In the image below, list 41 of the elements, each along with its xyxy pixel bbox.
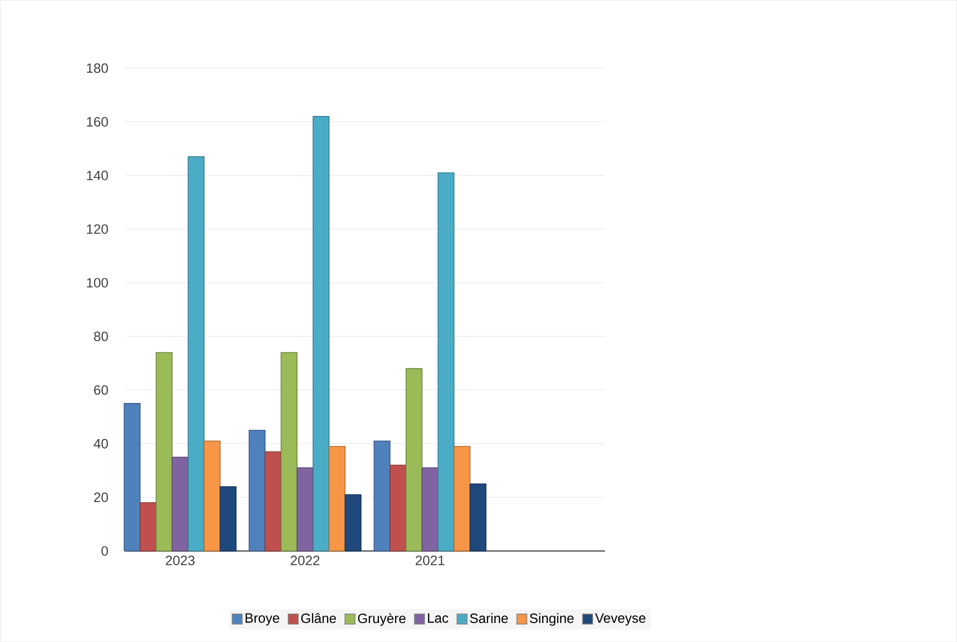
bar [470, 483, 486, 552]
y-tick-label: 100 [86, 278, 108, 288]
x-tick-label: 2022 [290, 556, 320, 566]
legend-label: Broye [246, 613, 280, 626]
y-tick-label: 40 [94, 438, 108, 448]
y-tick-label: 80 [94, 332, 108, 342]
bar [438, 172, 454, 552]
y-tick-label: 140 [86, 170, 108, 180]
bar [390, 464, 406, 552]
y-tick-label: 160 [86, 116, 108, 127]
legend-label: Veveyse [595, 613, 646, 626]
bar [454, 446, 470, 552]
legend-label: Singine [530, 613, 574, 626]
legend-label: Lac [428, 613, 448, 623]
x-tick-label: 2021 [416, 556, 444, 566]
bar [156, 352, 173, 552]
y-tick-label: 0 [101, 546, 108, 556]
y-tick-label: 180 [86, 63, 108, 73]
bar [344, 494, 362, 552]
bar [264, 451, 282, 552]
bar [422, 467, 438, 552]
legend-label: Glâne [301, 613, 336, 624]
bar [220, 486, 237, 552]
bar [188, 156, 205, 552]
bar [312, 116, 330, 552]
y-tick-label: 120 [86, 224, 108, 234]
bar [124, 402, 141, 552]
bar [406, 368, 422, 552]
bar [280, 352, 298, 552]
legend-label: Gruyère [358, 613, 406, 626]
bar [140, 502, 157, 552]
y-tick-label: 20 [94, 492, 108, 502]
bar [296, 467, 314, 552]
bar [172, 456, 189, 552]
bar [248, 430, 266, 552]
bar [328, 446, 346, 552]
bar [374, 440, 390, 552]
bar [204, 440, 221, 552]
y-tick-label: 60 [94, 385, 108, 395]
x-tick-label: 2023 [166, 556, 195, 566]
legend-label: Sarine [470, 613, 508, 623]
